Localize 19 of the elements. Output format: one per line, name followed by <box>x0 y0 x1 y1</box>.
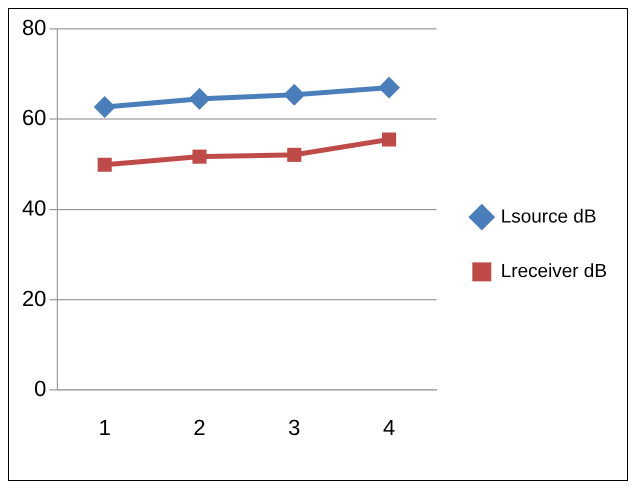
point <box>378 76 400 99</box>
point <box>283 84 306 106</box>
legend-label: Lsource dB <box>500 206 596 228</box>
point <box>98 158 112 172</box>
point <box>192 150 207 164</box>
y-tick-label: 0 <box>34 376 46 402</box>
legend-label: Lreceiver dB <box>500 261 607 282</box>
point <box>94 96 116 118</box>
y-tick-label: 60 <box>22 105 46 130</box>
x-tick-label: 3 <box>288 415 300 440</box>
x-tick-label: 1 <box>98 415 111 440</box>
point <box>382 132 396 147</box>
y-tick-label: 40 <box>22 195 46 220</box>
y-tick-label: 80 <box>22 14 46 40</box>
x-tick-label: 2 <box>193 415 206 440</box>
point <box>188 88 210 110</box>
x-tick-label: 4 <box>382 415 396 440</box>
point <box>287 148 302 162</box>
y-tick-label: 20 <box>22 286 46 311</box>
